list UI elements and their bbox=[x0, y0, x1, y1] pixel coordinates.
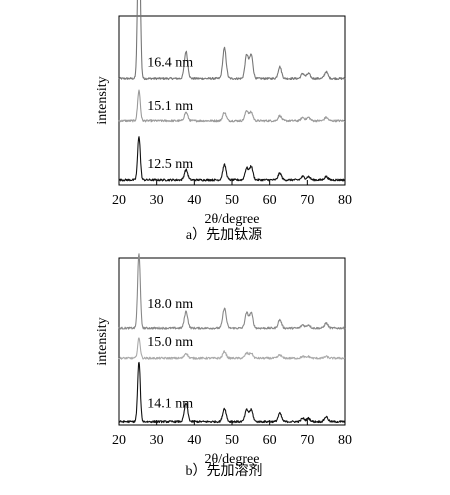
x-tick-label: 40 bbox=[187, 193, 201, 208]
series-label: 15.1 nm bbox=[147, 99, 193, 114]
series-label: 15.0 nm bbox=[147, 335, 193, 350]
chart-panel-b: 20 30 40 50 60 70 80 2θ/degree intensity b）先加溶剂 18… bbox=[95, 253, 352, 479]
x-tick-label: 20 bbox=[112, 193, 126, 208]
x-axis-label: 2θ/degree bbox=[205, 452, 260, 467]
x-axis-label: 2θ/degree bbox=[205, 212, 260, 227]
x-tick-label: 50 bbox=[225, 193, 239, 208]
series-line-2 bbox=[118, 337, 346, 360]
series-label: 14.1 nm bbox=[147, 397, 193, 412]
x-tick-label: 60 bbox=[263, 433, 277, 448]
series-label: 18.0 nm bbox=[147, 297, 193, 312]
chart-panel-a: 20 30 40 50 60 70 80 2θ/degree intensity a）先加钛源 16… bbox=[95, 0, 352, 243]
series-line-3 bbox=[118, 136, 346, 182]
x-tick-label: 30 bbox=[150, 193, 164, 208]
x-tick-label: 20 bbox=[112, 433, 126, 448]
x-tick-label: 60 bbox=[263, 193, 277, 208]
panel-caption: a）先加钛源 bbox=[186, 227, 262, 243]
panel-caption: b）先加溶剂 bbox=[186, 463, 263, 479]
x-tick-label: 70 bbox=[300, 433, 314, 448]
y-axis-label: intensity bbox=[95, 76, 110, 124]
series-line-1 bbox=[118, 253, 346, 330]
x-tick-label: 40 bbox=[187, 433, 201, 448]
x-tick-label: 30 bbox=[150, 433, 164, 448]
y-axis-label: intensity bbox=[95, 317, 110, 365]
series-line-1 bbox=[118, 0, 346, 81]
x-tick-label: 70 bbox=[300, 193, 314, 208]
series-label: 12.5 nm bbox=[147, 157, 193, 172]
x-tick-label: 80 bbox=[338, 433, 352, 448]
x-tick-label: 80 bbox=[338, 193, 352, 208]
series-line-3 bbox=[118, 361, 346, 424]
series-label: 16.4 nm bbox=[147, 56, 193, 71]
x-tick-label: 50 bbox=[225, 433, 239, 448]
series-line-2 bbox=[118, 89, 346, 123]
